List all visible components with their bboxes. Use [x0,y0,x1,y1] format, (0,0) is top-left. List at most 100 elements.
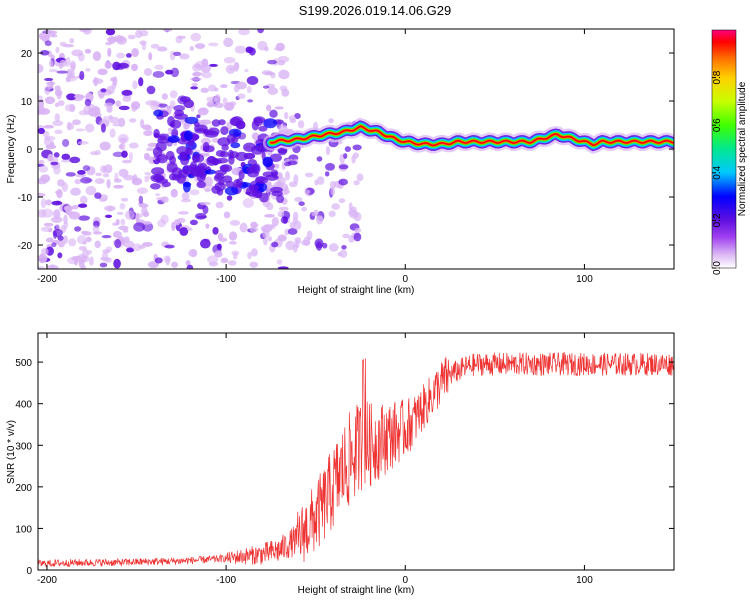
spectrogram-noise-blob [257,40,268,51]
spectrogram-marks [38,29,674,269]
spectrogram-noise-blob [102,173,110,178]
spectrogram-noise-blob [262,171,275,178]
spectrogram-ridge-band [270,125,674,147]
spectrogram-noise-blob [173,105,185,112]
spectrogram-noise-blob [67,122,75,130]
spectrogram-noise-blob [284,111,289,120]
spectrogram-noise-blob [339,249,348,258]
spectrogram-noise-blob [353,180,360,186]
spectrogram-noise-blob [44,77,54,82]
spectrogram-noise-blob [118,225,129,231]
spectrogram-noise-blob [115,100,122,107]
spectrogram-noise-blob [316,156,323,162]
spectrogram-noise-blob [127,34,136,40]
spectrogram-noise-blob [191,133,200,141]
spectrogram-noise-blob [251,132,260,141]
snr-ytick-label: 0 [26,566,32,577]
spectrogram-noise-blob [105,246,113,253]
spectrogram-noise-blob [118,168,129,178]
spectrogram-noise-blob [70,62,76,73]
spectrogram-noise-blob [100,88,107,93]
spectrogram-noise-blob [123,240,135,249]
spectrogram-noise-blob [78,245,87,251]
spectrogram-noise-blob [250,221,258,229]
spectrogram-noise-blob [201,71,212,79]
spectrogram-noise-blob [216,243,222,250]
spectrogram-noise-blob [288,181,298,188]
spectrogram-noise-blob [228,155,235,165]
spectrogram-noise-blob [276,194,285,204]
spectrogram-noise-blob [131,63,138,72]
spectrogram-noise-blob [227,260,237,266]
spectrogram-noise-blob [301,239,311,246]
spectrogram-noise-blob [267,236,273,242]
spectrogram-noise-blob [304,189,311,195]
spectrogram-noise-blob [79,195,88,204]
spectrogram-noise-blob [79,70,85,81]
spectrogram-noise-blob [85,185,97,196]
spectrogram-noise-blob [173,51,182,56]
spectrogram-noise-blob [74,178,82,185]
spectrogram-noise-blob [294,197,303,203]
spectrogram-noise-blob [57,100,65,107]
spectrogram-ytick-label: 20 [21,49,33,60]
spectrogram-noise-blob [47,82,54,90]
spectrogram-noise-blob [94,178,105,184]
spectrogram-noise-blob [306,230,313,240]
spectrogram-noise-blob [305,172,314,178]
spectrogram-noise-blob [161,196,169,203]
spectrogram-noise-blob [282,216,288,224]
spectrogram-noise-blob [119,203,126,210]
spectrogram-noise-blob [254,176,269,184]
spectrogram-noise-blob [266,59,278,65]
spectrogram-noise-blob [95,172,102,177]
spectrogram-noise-blob [270,224,276,230]
spectrogram-noise-blob [52,228,63,238]
spectrogram-noise-blob [51,34,58,38]
spectrogram-noise-blob [53,209,61,219]
spectrogram-noise-blob [219,164,230,172]
spectrogram-noise-blob [65,172,76,177]
spectrogram-noise-blob [85,123,95,133]
spectrogram-noise-blob [82,165,91,172]
spectrogram-noise-blob [105,42,112,46]
spectrogram-noise-blob [56,188,63,199]
spectrogram-noise-blob [74,226,82,232]
spectrogram-noise-blob [125,210,135,220]
snr-ytick-label: 400 [15,400,32,411]
spectrogram-noise-blob [352,152,359,159]
spectrogram-ylabel: Frequency (Hz) [6,115,17,184]
spectrogram-noise-blob [294,237,302,244]
spectrogram-noise-blob [250,248,258,257]
spectrogram-noise-blob [200,108,207,112]
spectrogram-noise-blob [207,255,219,264]
spectrogram-noise-blob [77,170,86,175]
spectrogram-noise-blob [75,173,86,178]
spectrogram-noise-blob [146,147,154,152]
spectrogram-noise-blob [325,162,335,171]
spectrogram-noise-blob [196,114,201,119]
spectrogram-noise-blob [190,86,198,90]
spectrogram-noise-blob [215,150,226,157]
spectrogram-noise-blob [179,227,189,236]
spectrogram-noise-blob [223,211,231,219]
spectrogram-noise-blob [126,247,135,253]
spectrogram-noise-blob [324,171,330,177]
spectrogram-noise-blob [143,68,153,76]
spectrogram-noise-blob [229,241,237,245]
spectrogram-noise-blob [93,76,99,87]
spectrogram-noise-blob [56,70,69,74]
spectrogram-noise-blob [352,144,362,151]
spectrogram-noise-blob [191,82,198,87]
spectrogram-noise-blob [277,147,288,156]
spectrogram-noise-blob [68,238,77,247]
spectrogram-noise-blob [338,178,349,186]
snr-ytick-label: 100 [15,524,32,535]
spectrogram-noise-blob [51,200,63,206]
spectrogram-noise-blob [328,243,339,252]
spectrogram-noise-blob [114,238,122,249]
spectrogram-noise-blob [279,85,288,92]
spectrogram-noise-blob [253,117,263,127]
